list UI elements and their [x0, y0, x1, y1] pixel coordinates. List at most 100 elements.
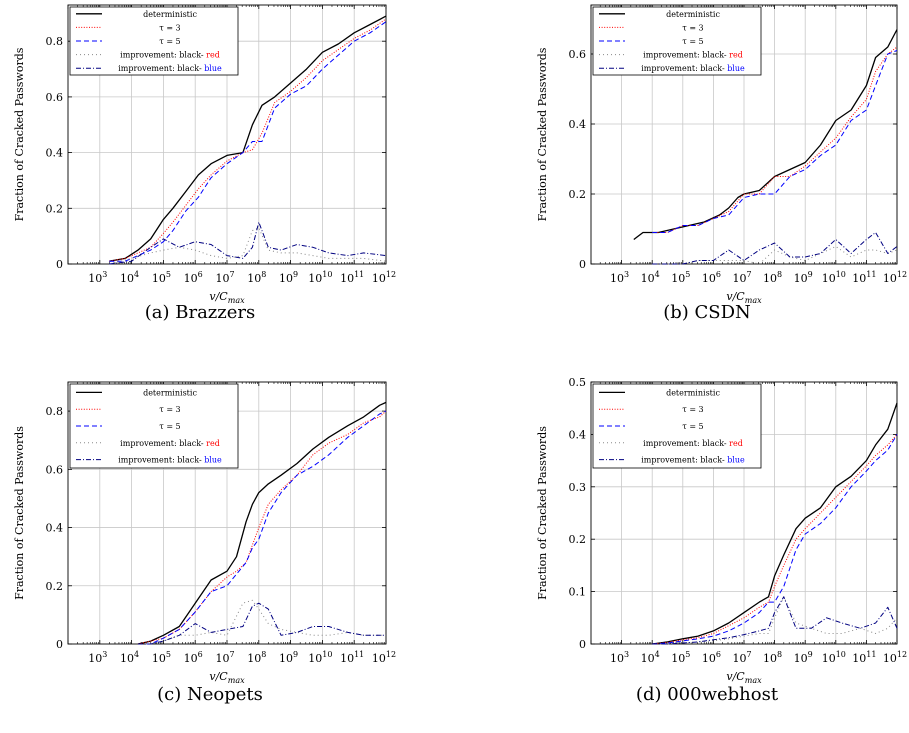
x-tick-label: 103 — [88, 650, 107, 665]
legend-label: deterministic — [666, 10, 720, 19]
x-tick-label: 107 — [732, 270, 751, 285]
y-axis-label: Fraction of Cracked Passwords — [536, 426, 549, 600]
series-line-4 — [109, 227, 387, 265]
y-axis-label: Fraction of Cracked Passwords — [13, 47, 26, 221]
x-tick-label: 104 — [641, 650, 660, 665]
y-tick-label: 0.5 — [569, 376, 587, 389]
series-line-3 — [109, 21, 387, 262]
series-line-3 — [652, 50, 898, 233]
x-tick-label: 106 — [184, 270, 203, 285]
x-tick-label: 108 — [247, 650, 266, 665]
panel-caption: (c) Neopets — [157, 684, 263, 705]
series-line-5 — [109, 221, 387, 265]
legend-label: τ = 5 — [682, 37, 703, 46]
panel-caption: (d) 000webhost — [636, 684, 779, 705]
series-line-3 — [652, 434, 898, 645]
y-tick-label: 0.6 — [46, 91, 64, 104]
x-tick-label: 105 — [152, 650, 171, 665]
legend-label: τ = 3 — [682, 23, 703, 32]
legend-label: deterministic — [143, 10, 197, 19]
legend-label: improvement: black- red — [120, 439, 220, 448]
y-tick-label: 0.8 — [46, 405, 64, 418]
legend-label: deterministic — [666, 388, 720, 397]
x-tick-label: 103 — [88, 270, 107, 285]
x-tick-label: 107 — [732, 650, 751, 665]
chart-panel-1: 0 0.2 0.4 0.6 0.8 103 104 105 106 107 108 109 1010 10… — [13, 4, 396, 323]
y-tick-label: 0.3 — [569, 481, 587, 494]
legend-label: improvement: black- red — [643, 51, 743, 60]
x-tick-label: 104 — [641, 270, 660, 285]
chart-panel-4: 0 0.1 0.2 0.3 0.4 0.5 103 104 105 106 107 108 109 101… — [536, 376, 907, 705]
x-tick-label: 1012 — [883, 270, 907, 285]
x-tick-label: 106 — [184, 650, 203, 665]
y-tick-label: 0 — [56, 638, 63, 651]
x-tick-label: 107 — [215, 270, 234, 285]
series-line-4 — [138, 599, 386, 645]
x-tick-label: 106 — [702, 270, 721, 285]
legend-label: τ = 5 — [159, 37, 180, 46]
x-axis-label: v/Cmax — [726, 290, 762, 305]
x-tick-label: 106 — [702, 650, 721, 665]
chart-panel-2: 0 0.2 0.4 0.6 103 104 105 106 107 108 109 1010 1011 1… — [536, 4, 907, 323]
legend-label: deterministic — [143, 388, 197, 397]
y-tick-label: 0.2 — [46, 580, 64, 593]
x-tick-label: 105 — [671, 270, 690, 285]
legend: deterministic τ = 3 τ = 5 improvement: blac… — [592, 383, 762, 469]
legend-label: improvement: black- blue — [641, 64, 745, 73]
y-axis-label: Fraction of Cracked Passwords — [13, 426, 26, 600]
x-tick-label: 1010 — [308, 270, 332, 285]
y-tick-label: 0.2 — [569, 533, 587, 546]
legend: deterministic τ = 3 τ = 5 improvement: blac… — [592, 6, 762, 76]
y-tick-label: 0 — [579, 258, 586, 271]
chart-panel-3: 0 0.2 0.4 0.6 0.8 103 104 105 106 107 108 109 1010 10… — [13, 381, 396, 705]
panel-caption: (b) CSDN — [663, 302, 751, 323]
legend-box — [592, 6, 762, 76]
legend: deterministic τ = 3 τ = 5 improvement: blac… — [69, 383, 239, 469]
y-tick-label: 0.2 — [46, 202, 64, 215]
x-tick-label: 1010 — [308, 650, 332, 665]
y-tick-label: 0.4 — [46, 147, 64, 160]
x-axis-label: v/Cmax — [209, 670, 245, 685]
x-tick-label: 104 — [120, 650, 139, 665]
x-tick-label: 108 — [763, 270, 782, 285]
legend-box — [69, 6, 239, 76]
legend-label: τ = 3 — [159, 405, 180, 414]
series-line-2 — [137, 410, 387, 645]
series-line-5 — [652, 232, 898, 265]
x-tick-label: 1011 — [340, 270, 364, 285]
series-line-1 — [652, 402, 898, 645]
x-axis-label: v/Cmax — [209, 290, 245, 305]
x-tick-label: 1011 — [852, 270, 876, 285]
x-tick-label: 1010 — [822, 650, 846, 665]
x-tick-label: 1011 — [340, 650, 364, 665]
series-line-1 — [137, 401, 387, 645]
x-tick-label: 103 — [610, 650, 629, 665]
legend: deterministic τ = 3 τ = 5 improvement: blac… — [69, 6, 239, 76]
y-tick-label: 0 — [579, 638, 586, 651]
legend-label: improvement: black- blue — [641, 456, 745, 465]
x-tick-label: 105 — [152, 270, 171, 285]
x-tick-label: 109 — [794, 270, 813, 285]
series-line-2 — [652, 434, 898, 645]
legend-label: improvement: black- blue — [118, 456, 222, 465]
x-tick-label: 109 — [279, 270, 298, 285]
y-tick-label: 0.6 — [569, 48, 587, 61]
x-tick-label: 109 — [279, 650, 298, 665]
x-tick-label: 1011 — [852, 650, 876, 665]
y-tick-label: 0 — [56, 258, 63, 271]
x-axis-label: v/Cmax — [726, 670, 762, 685]
y-tick-label: 0.1 — [569, 586, 587, 599]
y-tick-label: 0.4 — [569, 118, 587, 131]
x-tick-label: 105 — [671, 650, 690, 665]
x-tick-label: 104 — [120, 270, 139, 285]
legend-label: improvement: black- blue — [118, 64, 222, 73]
x-tick-label: 1012 — [372, 650, 396, 665]
y-tick-label: 0.8 — [46, 35, 64, 48]
legend-box — [592, 383, 762, 469]
legend-label: τ = 5 — [159, 422, 180, 431]
series-line-2 — [652, 46, 898, 233]
x-tick-label: 107 — [215, 650, 234, 665]
series-line-4 — [652, 596, 898, 645]
x-tick-label: 1012 — [883, 650, 907, 665]
